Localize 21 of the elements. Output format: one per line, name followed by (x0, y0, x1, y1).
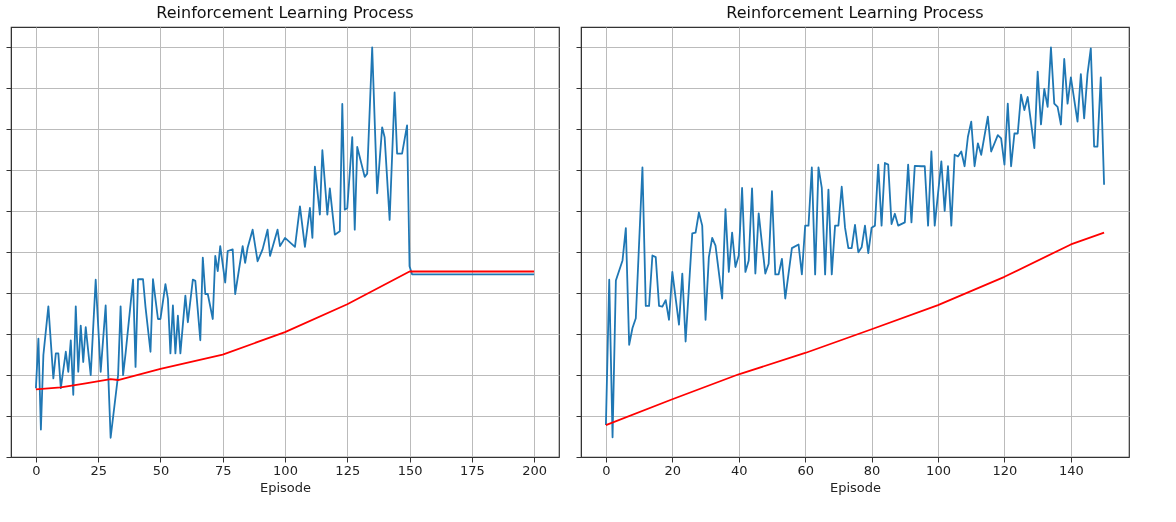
x-tick-label: 150 (397, 462, 423, 478)
x-axis-title: Episode (829, 479, 882, 495)
x-tick-label: 40 (730, 462, 748, 478)
x-tick-label: 175 (459, 462, 485, 478)
x-tick-label: 140 (1058, 462, 1084, 478)
x-tick-label: 75 (214, 462, 232, 478)
x-tick-label: 80 (863, 462, 881, 478)
x-tick-label: 200 (522, 462, 547, 478)
x-tick-label: 50 (152, 462, 170, 478)
x-tick-label: 100 (273, 462, 298, 478)
x-tick-label: 100 (926, 462, 951, 478)
x-tick-label: 60 (797, 462, 814, 478)
x-tick-label: 0 (32, 462, 41, 478)
x-axis-title: Episode (259, 479, 312, 495)
chart-title: Reinforcement Learning Process (156, 3, 414, 22)
x-tick-label: 125 (335, 462, 361, 478)
x-tick-label: 25 (90, 462, 107, 478)
x-tick-label: 0 (602, 462, 611, 478)
x-tick-label: 20 (664, 462, 682, 478)
x-tick-label: 120 (992, 462, 1018, 478)
chart-title: Reinforcement Learning Process (726, 3, 984, 22)
